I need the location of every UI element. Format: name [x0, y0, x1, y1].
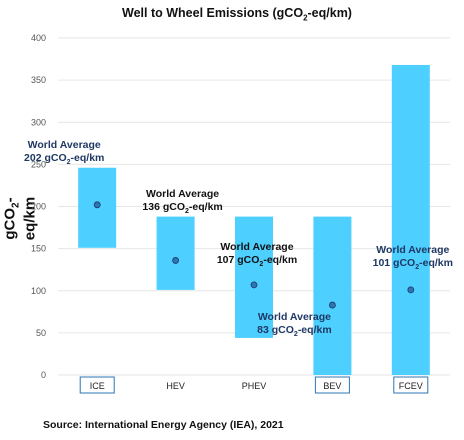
range-bar-fcev — [391, 64, 430, 376]
y-tick-label: 50 — [36, 328, 46, 338]
y-tick-label: 100 — [31, 286, 46, 296]
y-tick-label: 300 — [31, 117, 46, 127]
x-tick-label-fcev: FCEV — [399, 381, 423, 391]
world-average-value: 107 gCO2-eq/km — [217, 254, 297, 268]
world-average-marker-phev — [250, 281, 258, 289]
world-average-label: World Average — [28, 139, 101, 151]
world-average-value: 202 gCO2-eq/km — [24, 152, 104, 166]
world-average-value: 136 gCO2-eq/km — [142, 201, 222, 215]
world-average-marker-hev — [172, 257, 180, 264]
y-tick-label: 200 — [31, 202, 46, 212]
source-note: Source: International Energy Agency (IEA… — [43, 419, 284, 431]
world-average-marker-bev — [328, 301, 336, 309]
x-tick-label-phev: PHEV — [242, 381, 267, 391]
chart-title: Well to Wheel Emissions (gCO2-eq/km) — [122, 6, 352, 23]
y-tick-label: 0 — [41, 370, 46, 380]
world-average-marker-ice — [93, 201, 101, 209]
world-average-label: World Average — [146, 188, 219, 200]
world-average-value: 83 gCO2-eq/km — [257, 324, 332, 338]
y-tick-label: 150 — [31, 244, 46, 254]
x-tick-label-bev: BEV — [323, 381, 341, 391]
y-tick-label: 250 — [31, 159, 46, 169]
world-average-value: 101 gCO2-eq/km — [373, 257, 453, 271]
range-bar-hev — [156, 216, 195, 290]
x-tick-box — [79, 376, 115, 394]
x-tick-label-hev: HEV — [166, 381, 185, 391]
range-bar-phev — [235, 216, 273, 338]
world-average-label: World Average — [258, 311, 331, 323]
y-tick-label: 400 — [31, 33, 46, 43]
x-tick-box — [393, 376, 429, 394]
x-tick-label-ice: ICE — [90, 381, 105, 391]
y-tick-label: 350 — [31, 75, 46, 85]
world-average-label: World Average — [376, 244, 449, 256]
world-average-label: World Average — [220, 241, 293, 253]
world-average-marker-fcev — [407, 286, 415, 294]
range-bar-bev — [313, 216, 352, 375]
x-tick-box — [314, 376, 350, 394]
